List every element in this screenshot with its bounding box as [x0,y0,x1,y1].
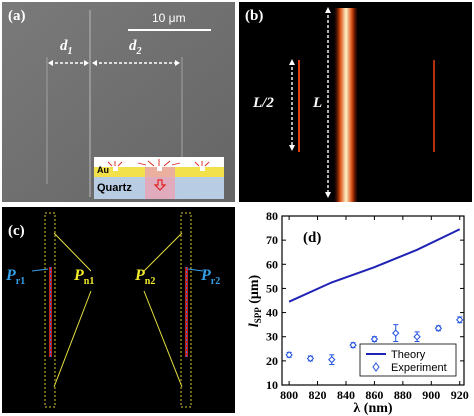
length-label: L [313,95,323,111]
experiment-marker [456,316,464,324]
legend: Theory Experiment [359,343,457,377]
experiment-marker [413,333,421,341]
pr1-label: Pr1 [6,267,26,288]
inset-au-label: Au [97,165,109,175]
experiment-point [285,351,293,359]
y-tick-label: 40 [266,306,278,320]
left-slit-glow [298,60,300,152]
experiment-point [392,324,400,343]
legend-theory: Theory [391,349,426,361]
panel-b-label: (b) [245,8,264,24]
panel-d: 800 820 840 860 880 900 920 10 20 30 40 50 60 70 80 Th… [239,205,472,415]
pn2-label: Pn2 [135,267,156,288]
d2-label: d2 [129,38,142,57]
y-tick-label: 30 [266,330,278,344]
panel-d-chart: 800 820 840 860 880 900 920 10 20 30 40 50 60 70 80 Th… [247,209,469,415]
experiment-marker [349,341,357,349]
y-tick-label: 60 [266,257,278,271]
panel-c-graphic [31,212,204,408]
d1-label: d1 [60,38,73,57]
legend-experiment: Experiment [391,362,447,374]
y-tick-label: 50 [266,281,278,295]
y-tick-label: 70 [266,233,278,247]
d1-arrow [48,60,89,66]
panel-a: (a) 10 μm d1 d2 Au Quartz [2,2,235,202]
y-tick-label: 80 [266,209,278,223]
x-axis-label: λ (nm) [353,401,392,415]
panel-c: (c) Pr1 Pn1 Pn2 Pr2 [2,207,235,413]
y-tick-label: 20 [266,354,278,368]
y-axis-label: lSPP (μm) [247,275,263,328]
inset-quartz-label: Quartz [97,182,132,194]
right-slit-glow [433,60,435,152]
panel-a-graphic [2,2,235,202]
x-tick-label: 840 [337,388,355,402]
experiment-point [370,335,379,343]
panel-b-graphic [289,7,435,202]
x-tick-label: 900 [422,388,440,402]
panel-a-label: (a) [8,8,26,24]
experiment-point [413,331,421,343]
scale-bar-label: 10 μm [152,11,186,25]
x-tick-label: 880 [394,388,412,402]
x-tick-label: 820 [309,388,327,402]
incident-arrow-icon [153,179,167,191]
experiment-marker [392,329,400,337]
box-pn1 [44,212,56,408]
inset-diagram [94,157,224,199]
experiment-marker [285,351,293,359]
experiment-marker [306,354,315,363]
plot-frame [281,215,465,386]
pn1-label: Pn1 [74,267,95,288]
center-slit-glow [334,8,358,202]
panel-d-label: (d) [303,230,321,246]
x-tick-label: 800 [280,388,298,402]
experiment-point [328,354,336,365]
experiment-point [434,324,443,332]
panel-b: (b) L/2 L [239,2,472,202]
x-tick-label: 860 [365,388,383,402]
scale-bar [128,29,211,31]
experiment-marker [370,335,379,343]
legend-experiment-marker [372,362,380,372]
y-tick-label: 10 [266,378,278,392]
panel-c-label: (c) [8,223,25,239]
experiment-marker [434,324,443,332]
experiment-point [349,341,357,349]
x-tick-label: 920 [451,388,469,402]
experiment-point [306,354,315,363]
box-pn2 [180,212,192,408]
half-length-label: L/2 [253,95,274,111]
experiment-marker [328,355,336,364]
pr2-label: Pr2 [201,267,221,288]
experiment-point [456,316,464,324]
theory-line [288,228,461,303]
